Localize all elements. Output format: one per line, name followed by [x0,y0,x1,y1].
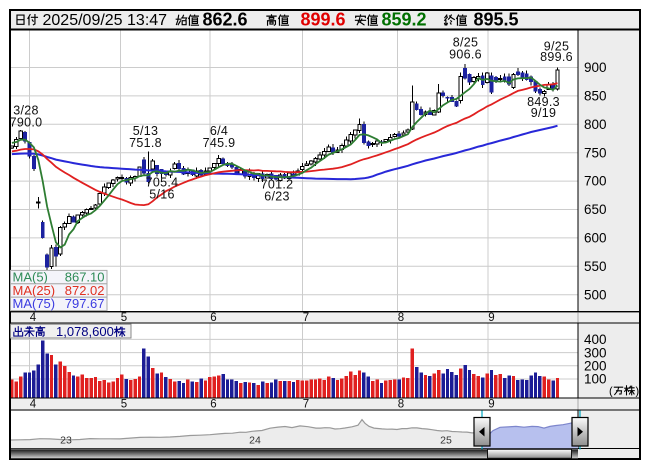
svg-text:862.6: 862.6 [203,9,248,29]
svg-text:872.02: 872.02 [65,283,105,298]
svg-text:900: 900 [584,60,607,75]
svg-text:3/28: 3/28 [13,104,39,118]
svg-text:705.4: 705.4 [146,176,179,190]
svg-text:100: 100 [584,372,607,387]
svg-text:8: 8 [398,312,404,324]
svg-text:4: 4 [30,312,37,324]
svg-text:849.3: 849.3 [527,95,560,109]
svg-text:200: 200 [584,359,607,374]
svg-text:300: 300 [584,345,607,360]
svg-text:701.2: 701.2 [261,178,294,192]
svg-text:5/13: 5/13 [133,124,159,138]
svg-text:895.5: 895.5 [474,9,519,29]
svg-text:550: 550 [584,259,607,274]
svg-text:7: 7 [303,312,309,324]
svg-text:400: 400 [584,332,607,347]
svg-text:MA(25): MA(25) [13,283,56,298]
svg-text:2025/09/25 13:47: 2025/09/25 13:47 [43,12,168,29]
svg-text:6/23: 6/23 [264,190,290,204]
svg-text:9/25: 9/25 [544,39,570,53]
svg-text:899.6: 899.6 [540,50,573,64]
svg-text:800: 800 [584,117,607,132]
svg-text:MA(75): MA(75) [13,296,56,311]
svg-text:600: 600 [584,231,607,246]
svg-text:867.10: 867.10 [65,269,105,284]
svg-text:5/16: 5/16 [149,188,175,202]
svg-text:650: 650 [584,202,607,217]
svg-text:6/4: 6/4 [210,124,228,138]
svg-text:8/25: 8/25 [453,36,479,50]
svg-text:859.2: 859.2 [382,9,427,29]
svg-text:906.6: 906.6 [449,48,482,62]
svg-text:745.9: 745.9 [203,136,236,150]
svg-text:5: 5 [121,312,127,324]
svg-text:9: 9 [488,399,494,411]
svg-text:700: 700 [584,174,607,189]
svg-text:500: 500 [584,287,607,302]
svg-text:850: 850 [584,89,607,104]
svg-text:751.8: 751.8 [129,136,162,150]
svg-text:23: 23 [60,434,72,446]
svg-text:4: 4 [30,399,37,411]
svg-text:): ) [636,385,640,397]
svg-text:24: 24 [249,434,261,446]
svg-text:750: 750 [584,145,607,160]
svg-text:6: 6 [210,312,216,324]
svg-text:790.0: 790.0 [10,116,43,130]
svg-text:797.67: 797.67 [65,296,105,311]
svg-text:1,078,600: 1,078,600 [56,324,114,339]
svg-text:(: ( [609,385,613,397]
svg-text:899.6: 899.6 [301,9,346,29]
svg-text:9: 9 [488,312,494,324]
svg-text:25: 25 [440,434,452,446]
svg-text:6: 6 [210,399,216,411]
svg-text:7: 7 [303,399,309,411]
svg-text:8: 8 [398,399,404,411]
svg-text:9/19: 9/19 [531,106,557,120]
svg-text:5: 5 [121,399,127,411]
svg-text:MA(5): MA(5) [13,269,48,284]
